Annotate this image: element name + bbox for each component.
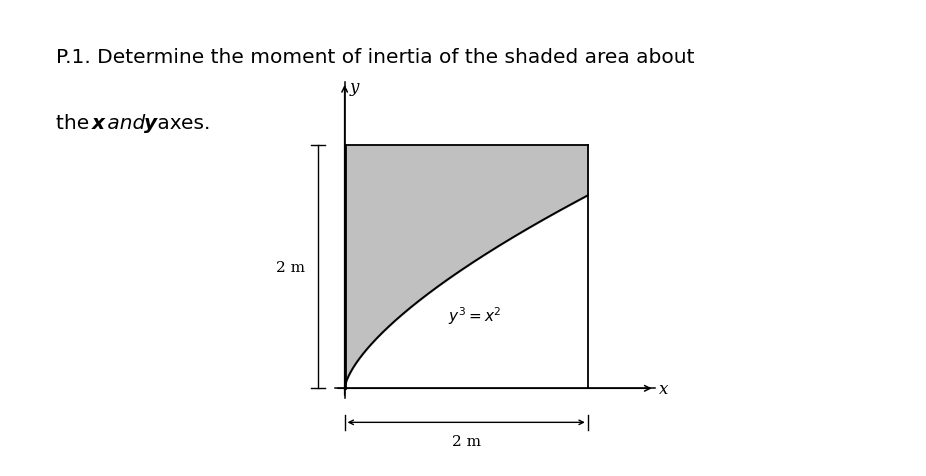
Text: and: and [101,114,152,133]
Text: $y^3 = x^2$: $y^3 = x^2$ [448,305,502,327]
Text: 2 m: 2 m [276,260,305,274]
Text: 2 m: 2 m [452,435,481,448]
Text: y: y [349,79,359,96]
Text: P.1. Determine the moment of inertia of the shaded area about: P.1. Determine the moment of inertia of … [56,48,694,67]
Text: the: the [56,114,95,133]
Text: x: x [659,380,669,397]
Text: x: x [92,114,105,133]
Text: axes.: axes. [151,114,210,133]
Text: y: y [144,114,156,133]
